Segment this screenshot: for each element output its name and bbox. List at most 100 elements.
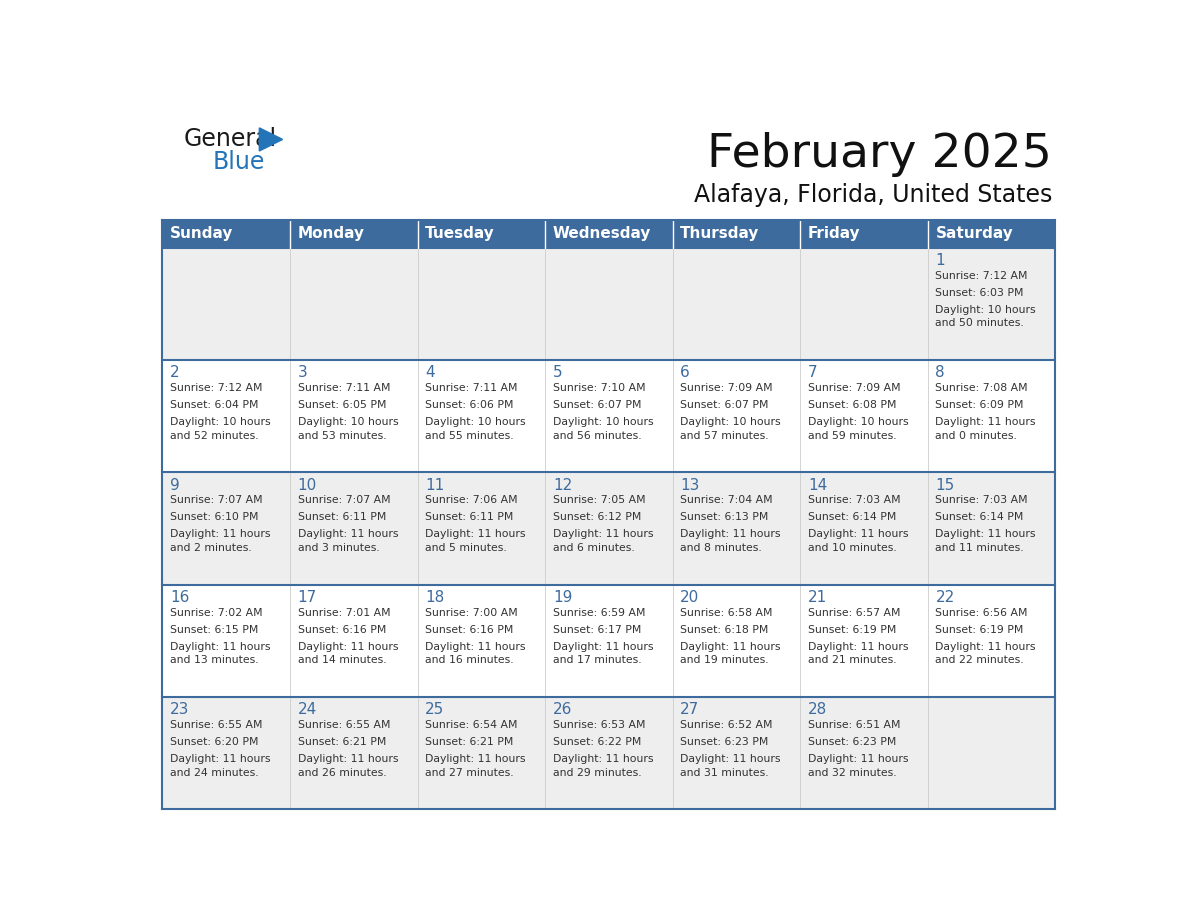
Text: Sunset: 6:19 PM: Sunset: 6:19 PM <box>808 624 896 634</box>
Text: Sunrise: 7:04 AM: Sunrise: 7:04 AM <box>681 496 773 506</box>
Polygon shape <box>259 128 283 151</box>
Text: 27: 27 <box>681 702 700 717</box>
Text: 4: 4 <box>425 365 435 380</box>
Text: Sunrise: 7:10 AM: Sunrise: 7:10 AM <box>552 383 645 393</box>
Text: 8: 8 <box>935 365 946 380</box>
Bar <box>163 472 1055 585</box>
Text: Alafaya, Florida, United States: Alafaya, Florida, United States <box>694 184 1053 207</box>
Text: Daylight: 11 hours
and 8 minutes.: Daylight: 11 hours and 8 minutes. <box>681 530 781 553</box>
Text: Sunset: 6:16 PM: Sunset: 6:16 PM <box>425 624 513 634</box>
Text: 11: 11 <box>425 477 444 493</box>
Text: Sunset: 6:07 PM: Sunset: 6:07 PM <box>552 400 642 410</box>
Text: Sunrise: 6:54 AM: Sunrise: 6:54 AM <box>425 720 518 730</box>
Text: Daylight: 10 hours
and 52 minutes.: Daylight: 10 hours and 52 minutes. <box>170 417 271 441</box>
Text: Sunset: 6:04 PM: Sunset: 6:04 PM <box>170 400 259 410</box>
Text: Sunrise: 7:00 AM: Sunrise: 7:00 AM <box>425 608 518 618</box>
Text: Blue: Blue <box>213 151 265 174</box>
Text: Saturday: Saturday <box>935 226 1013 241</box>
Text: Sunset: 6:18 PM: Sunset: 6:18 PM <box>681 624 769 634</box>
Text: Daylight: 10 hours
and 55 minutes.: Daylight: 10 hours and 55 minutes. <box>425 417 526 441</box>
Text: 6: 6 <box>681 365 690 380</box>
Text: Daylight: 10 hours
and 53 minutes.: Daylight: 10 hours and 53 minutes. <box>298 417 398 441</box>
Text: Sunset: 6:15 PM: Sunset: 6:15 PM <box>170 624 259 634</box>
Text: 19: 19 <box>552 590 573 605</box>
Text: Sunset: 6:13 PM: Sunset: 6:13 PM <box>681 512 769 522</box>
Text: 3: 3 <box>298 365 308 380</box>
Text: Sunrise: 6:56 AM: Sunrise: 6:56 AM <box>935 608 1028 618</box>
Bar <box>545 219 672 248</box>
Text: February 2025: February 2025 <box>707 131 1053 177</box>
Text: Sunrise: 7:03 AM: Sunrise: 7:03 AM <box>935 496 1028 506</box>
Bar <box>417 219 545 248</box>
Text: Sunrise: 7:12 AM: Sunrise: 7:12 AM <box>170 383 263 393</box>
Text: Sunset: 6:10 PM: Sunset: 6:10 PM <box>170 512 259 522</box>
Text: Daylight: 11 hours
and 5 minutes.: Daylight: 11 hours and 5 minutes. <box>425 530 526 553</box>
Text: 16: 16 <box>170 590 190 605</box>
Text: 7: 7 <box>808 365 817 380</box>
Text: Daylight: 11 hours
and 2 minutes.: Daylight: 11 hours and 2 minutes. <box>170 530 271 553</box>
Text: Sunset: 6:14 PM: Sunset: 6:14 PM <box>935 512 1024 522</box>
Text: 24: 24 <box>298 702 317 717</box>
Bar <box>801 219 928 248</box>
Text: Daylight: 11 hours
and 19 minutes.: Daylight: 11 hours and 19 minutes. <box>681 642 781 666</box>
Text: Wednesday: Wednesday <box>552 226 651 241</box>
Bar <box>163 248 1055 360</box>
Text: Daylight: 11 hours
and 24 minutes.: Daylight: 11 hours and 24 minutes. <box>170 754 271 778</box>
Text: Daylight: 11 hours
and 0 minutes.: Daylight: 11 hours and 0 minutes. <box>935 417 1036 441</box>
Text: Sunrise: 7:03 AM: Sunrise: 7:03 AM <box>808 496 901 506</box>
Text: 23: 23 <box>170 702 190 717</box>
Bar <box>163 219 290 248</box>
Text: Daylight: 11 hours
and 31 minutes.: Daylight: 11 hours and 31 minutes. <box>681 754 781 778</box>
Text: 9: 9 <box>170 477 179 493</box>
Text: Sunset: 6:20 PM: Sunset: 6:20 PM <box>170 737 259 747</box>
Text: Daylight: 11 hours
and 27 minutes.: Daylight: 11 hours and 27 minutes. <box>425 754 526 778</box>
Text: Sunrise: 7:07 AM: Sunrise: 7:07 AM <box>298 496 391 506</box>
Text: Sunrise: 7:09 AM: Sunrise: 7:09 AM <box>681 383 773 393</box>
Text: Sunset: 6:19 PM: Sunset: 6:19 PM <box>935 624 1024 634</box>
Text: Sunset: 6:12 PM: Sunset: 6:12 PM <box>552 512 642 522</box>
Text: Sunrise: 7:02 AM: Sunrise: 7:02 AM <box>170 608 263 618</box>
Text: 15: 15 <box>935 477 955 493</box>
Text: Sunrise: 7:08 AM: Sunrise: 7:08 AM <box>935 383 1028 393</box>
Text: 1: 1 <box>935 253 946 268</box>
Text: Daylight: 10 hours
and 56 minutes.: Daylight: 10 hours and 56 minutes. <box>552 417 653 441</box>
Text: Sunset: 6:21 PM: Sunset: 6:21 PM <box>298 737 386 747</box>
Text: Sunrise: 7:12 AM: Sunrise: 7:12 AM <box>935 271 1028 281</box>
Text: Sunset: 6:17 PM: Sunset: 6:17 PM <box>552 624 642 634</box>
Text: Sunrise: 7:07 AM: Sunrise: 7:07 AM <box>170 496 263 506</box>
Text: Sunset: 6:08 PM: Sunset: 6:08 PM <box>808 400 897 410</box>
Text: Sunrise: 6:55 AM: Sunrise: 6:55 AM <box>170 720 263 730</box>
Text: Daylight: 10 hours
and 50 minutes.: Daylight: 10 hours and 50 minutes. <box>935 305 1036 329</box>
Text: 5: 5 <box>552 365 562 380</box>
Text: Sunrise: 6:53 AM: Sunrise: 6:53 AM <box>552 720 645 730</box>
Text: Daylight: 11 hours
and 26 minutes.: Daylight: 11 hours and 26 minutes. <box>298 754 398 778</box>
Text: General: General <box>183 127 277 151</box>
Text: Sunrise: 6:52 AM: Sunrise: 6:52 AM <box>681 720 773 730</box>
Text: Daylight: 11 hours
and 21 minutes.: Daylight: 11 hours and 21 minutes. <box>808 642 909 666</box>
Text: Daylight: 11 hours
and 32 minutes.: Daylight: 11 hours and 32 minutes. <box>808 754 909 778</box>
Text: Daylight: 11 hours
and 14 minutes.: Daylight: 11 hours and 14 minutes. <box>298 642 398 666</box>
Text: Sunrise: 7:06 AM: Sunrise: 7:06 AM <box>425 496 518 506</box>
Text: Sunrise: 6:59 AM: Sunrise: 6:59 AM <box>552 608 645 618</box>
Text: Sunrise: 6:58 AM: Sunrise: 6:58 AM <box>681 608 773 618</box>
Text: Sunrise: 6:55 AM: Sunrise: 6:55 AM <box>298 720 390 730</box>
Text: Sunset: 6:14 PM: Sunset: 6:14 PM <box>808 512 896 522</box>
Text: 17: 17 <box>298 590 317 605</box>
Text: Sunset: 6:11 PM: Sunset: 6:11 PM <box>298 512 386 522</box>
Text: Sunrise: 7:05 AM: Sunrise: 7:05 AM <box>552 496 645 506</box>
Text: Sunset: 6:23 PM: Sunset: 6:23 PM <box>808 737 896 747</box>
Text: 18: 18 <box>425 590 444 605</box>
Text: 2: 2 <box>170 365 179 380</box>
Text: Daylight: 11 hours
and 10 minutes.: Daylight: 11 hours and 10 minutes. <box>808 530 909 553</box>
Text: Daylight: 10 hours
and 57 minutes.: Daylight: 10 hours and 57 minutes. <box>681 417 781 441</box>
Text: 25: 25 <box>425 702 444 717</box>
Text: Thursday: Thursday <box>681 226 760 241</box>
Text: Sunset: 6:16 PM: Sunset: 6:16 PM <box>298 624 386 634</box>
Text: 10: 10 <box>298 477 317 493</box>
Text: 20: 20 <box>681 590 700 605</box>
Text: Sunset: 6:03 PM: Sunset: 6:03 PM <box>935 287 1024 297</box>
Text: Tuesday: Tuesday <box>425 226 495 241</box>
Text: Daylight: 11 hours
and 3 minutes.: Daylight: 11 hours and 3 minutes. <box>298 530 398 553</box>
Text: Daylight: 11 hours
and 11 minutes.: Daylight: 11 hours and 11 minutes. <box>935 530 1036 553</box>
Text: 12: 12 <box>552 477 573 493</box>
